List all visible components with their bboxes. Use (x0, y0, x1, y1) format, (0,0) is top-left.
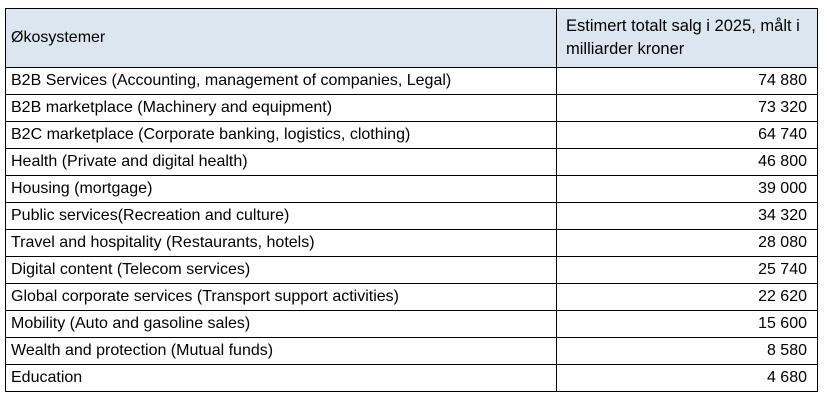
header-row: Økosystemer Estimert totalt salg i 2025,… (5, 8, 818, 68)
sales-value-cell: 25 740 (556, 256, 818, 284)
ecosystem-sales-table-container: Økosystemer Estimert totalt salg i 2025,… (5, 8, 818, 392)
table-row: Housing (mortgage) 39 000 (5, 175, 818, 203)
sales-value-cell: 22 620 (556, 283, 818, 311)
sales-value-cell: 34 320 (556, 202, 818, 230)
ecosystem-name-cell: Digital content (Telecom services) (5, 256, 557, 284)
sales-value-cell: 46 800 (556, 148, 818, 176)
ecosystem-name-cell: Travel and hospitality (Restaurants, hot… (5, 229, 557, 257)
ecosystem-name-cell: B2C marketplace (Corporate banking, logi… (5, 121, 557, 149)
sales-value-cell: 64 740 (556, 121, 818, 149)
table-row: Public services(Recreation and culture) … (5, 202, 818, 230)
table-row: B2B Services (Accounting, management of … (5, 67, 818, 95)
table-row: Wealth and protection (Mutual funds) 8 5… (5, 337, 818, 365)
ecosystem-name-cell: B2B marketplace (Machinery and equipment… (5, 94, 557, 122)
sales-value-cell: 39 000 (556, 175, 818, 203)
table-row: Digital content (Telecom services) 25 74… (5, 256, 818, 284)
ecosystem-name-cell: Wealth and protection (Mutual funds) (5, 337, 557, 365)
table-row: Mobility (Auto and gasoline sales) 15 60… (5, 310, 818, 338)
table-row: B2B marketplace (Machinery and equipment… (5, 94, 818, 122)
ecosystem-name-cell: Education (5, 364, 557, 392)
ecosystem-name-cell: Mobility (Auto and gasoline sales) (5, 310, 557, 338)
table-body: B2B Services (Accounting, management of … (5, 67, 818, 392)
sales-value-cell: 73 320 (556, 94, 818, 122)
ecosystem-name-cell: Health (Private and digital health) (5, 148, 557, 176)
sales-value-cell: 15 600 (556, 310, 818, 338)
table-row: Health (Private and digital health) 46 8… (5, 148, 818, 176)
table-header: Økosystemer Estimert totalt salg i 2025,… (5, 8, 818, 68)
ecosystem-sales-table: Økosystemer Estimert totalt salg i 2025,… (5, 8, 818, 392)
ecosystem-name-cell: Global corporate services (Transport sup… (5, 283, 557, 311)
table-row: B2C marketplace (Corporate banking, logi… (5, 121, 818, 149)
ecosystem-name-cell: B2B Services (Accounting, management of … (5, 67, 557, 95)
table-row: Global corporate services (Transport sup… (5, 283, 818, 311)
sales-value-cell: 74 880 (556, 67, 818, 95)
table-row: Education 4 680 (5, 364, 818, 392)
sales-value-cell: 8 580 (556, 337, 818, 365)
sales-value-cell: 4 680 (556, 364, 818, 392)
header-estimated-sales: Estimert totalt salg i 2025, målt i mill… (556, 8, 818, 68)
table-row: Travel and hospitality (Restaurants, hot… (5, 229, 818, 257)
ecosystem-name-cell: Housing (mortgage) (5, 175, 557, 203)
header-ecosystem: Økosystemer (5, 8, 557, 68)
ecosystem-name-cell: Public services(Recreation and culture) (5, 202, 557, 230)
sales-value-cell: 28 080 (556, 229, 818, 257)
